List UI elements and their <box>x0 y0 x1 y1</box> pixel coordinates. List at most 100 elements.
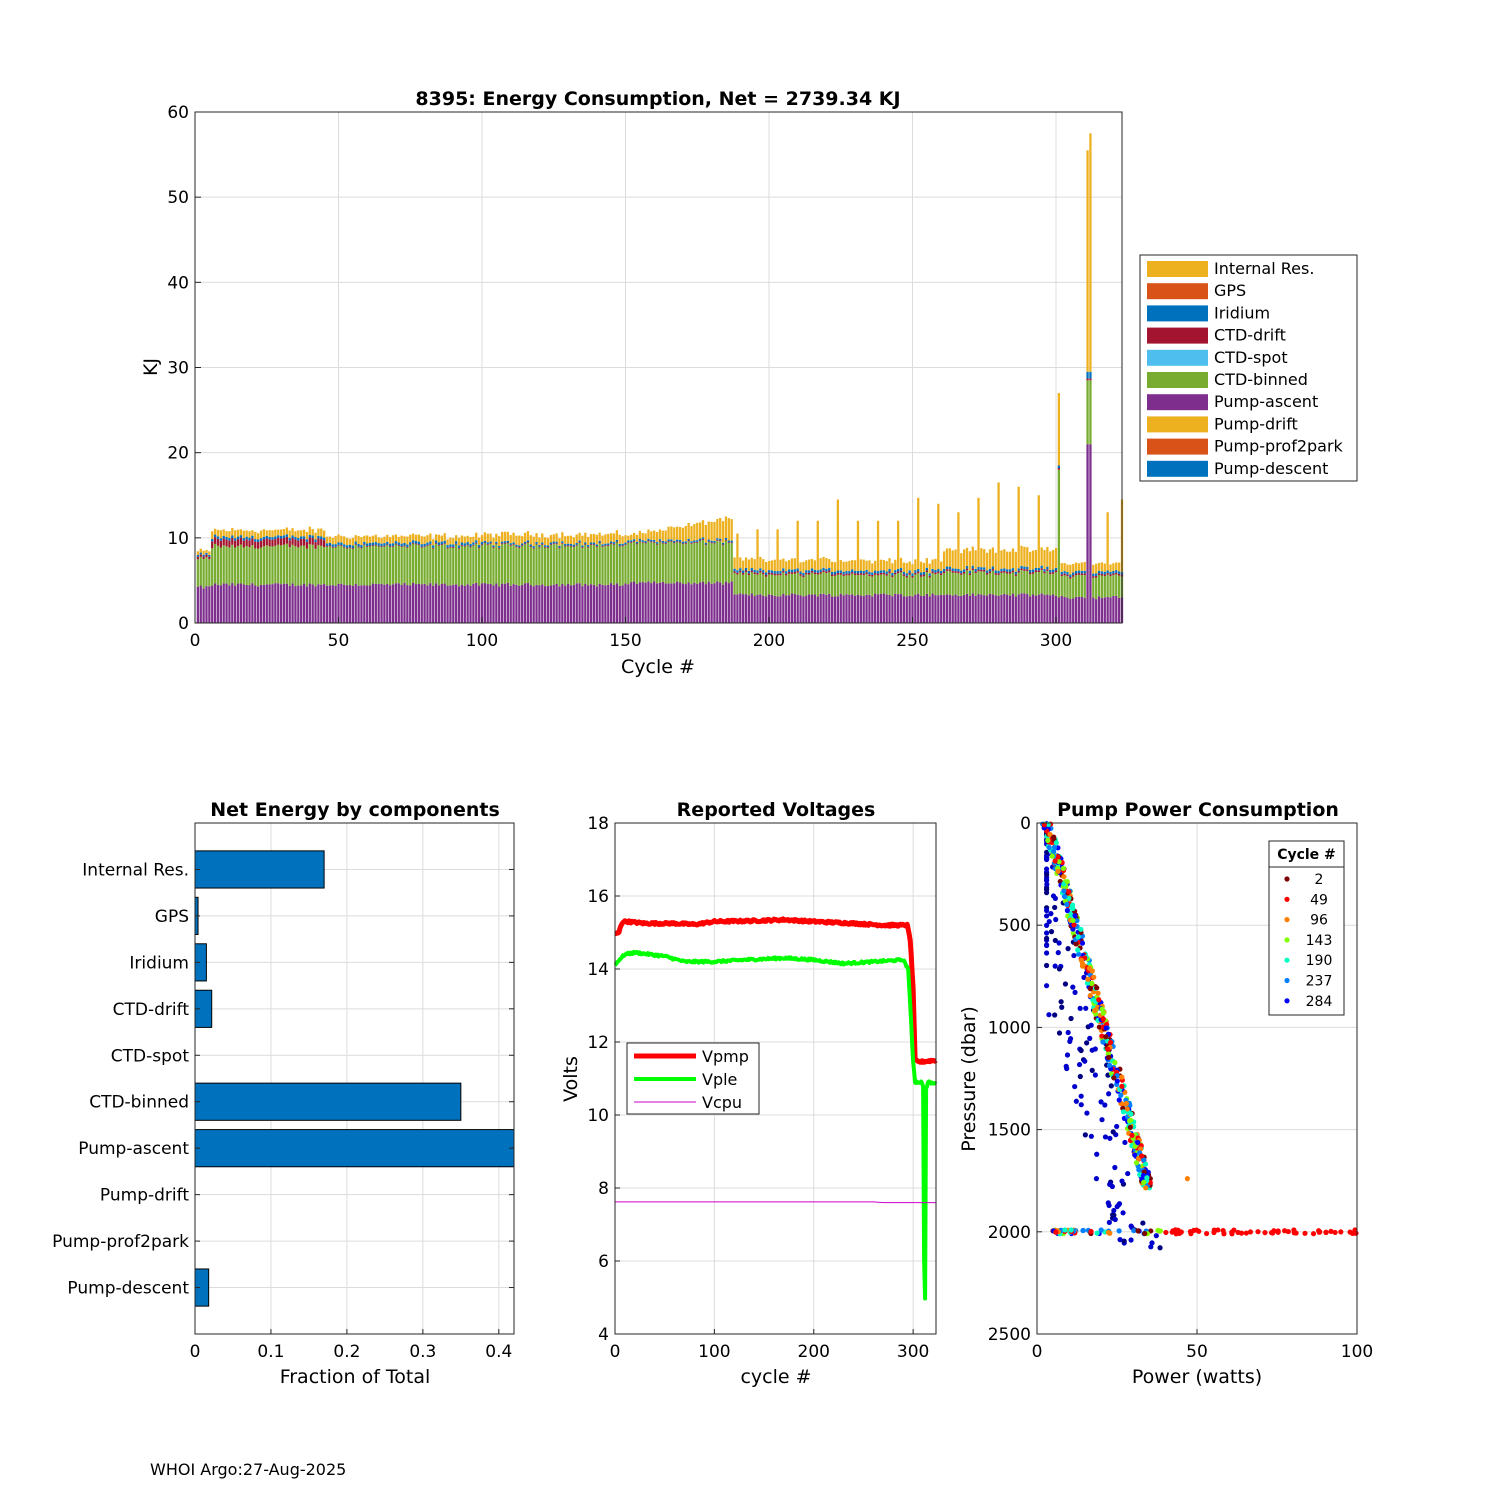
bar-segment <box>271 539 274 547</box>
bar-segment <box>647 529 650 539</box>
bar-segment <box>632 539 636 541</box>
bar-segment <box>684 543 687 585</box>
bar-segment <box>954 571 957 573</box>
bar-segment <box>991 566 994 570</box>
bar-segment <box>406 547 409 548</box>
bar-segment <box>429 543 432 545</box>
bar-segment <box>1040 569 1043 594</box>
bar-segment <box>940 561 943 571</box>
bar-segment <box>400 547 403 586</box>
bar-segment <box>1074 570 1078 574</box>
bar-segment <box>529 535 532 545</box>
bar-segment <box>707 542 710 582</box>
scatter-point <box>1070 917 1076 924</box>
scatter-point <box>1052 1012 1058 1018</box>
bar-segment <box>584 544 587 546</box>
bar-segment <box>216 545 220 585</box>
x-tick-label: 50 <box>328 631 350 651</box>
scatter-point <box>1157 1245 1163 1251</box>
bar-segment <box>251 545 254 584</box>
bar-segment <box>1115 562 1118 571</box>
bar-segment <box>463 536 466 544</box>
bar-segment <box>698 538 702 541</box>
bar-segment <box>211 541 214 549</box>
bar-segment <box>762 570 765 573</box>
bar-segment <box>618 543 621 546</box>
bar-segment <box>374 542 377 545</box>
bar-segment <box>698 541 702 583</box>
bar-segment <box>503 542 507 544</box>
bar-segment <box>495 583 498 623</box>
bar-segment <box>417 544 421 546</box>
bar-segment <box>1006 594 1009 623</box>
bar-segment <box>429 544 432 584</box>
scatter-point <box>1215 1227 1221 1233</box>
bar-segment <box>368 545 372 547</box>
scatter-point <box>1285 1228 1291 1235</box>
bar-segment <box>856 570 860 574</box>
bar-segment <box>1023 546 1026 567</box>
bar-segment <box>750 568 753 571</box>
bar-segment <box>696 583 699 623</box>
bar-segment <box>750 557 753 569</box>
bar-segment <box>690 526 693 542</box>
bar-segment <box>1097 575 1101 597</box>
bar-segment <box>457 548 461 587</box>
bar-segment <box>836 499 840 571</box>
bar-segment <box>1080 570 1083 574</box>
bar-segment <box>262 584 266 623</box>
bar-segment <box>940 575 943 595</box>
bar-segment <box>667 541 670 584</box>
x-tick-label: 250 <box>896 631 928 651</box>
bar-segment <box>604 545 607 547</box>
scatter-point <box>1131 1227 1137 1234</box>
bar-segment <box>808 594 811 623</box>
bar-segment <box>940 573 943 576</box>
bar-segment <box>518 535 521 546</box>
bar-segment <box>644 542 647 544</box>
bar-segment <box>549 535 553 543</box>
bar-segment <box>730 542 733 544</box>
bar-segment <box>871 572 874 575</box>
bar-segment <box>297 547 300 586</box>
bar-segment <box>704 584 708 623</box>
bar-segment <box>902 571 906 575</box>
bar-segment <box>254 541 257 549</box>
bar-segment <box>845 575 848 595</box>
scatter-point <box>1106 1219 1112 1226</box>
bar-segment <box>357 546 360 548</box>
bar-segment <box>701 581 705 623</box>
bar-segment <box>475 583 478 623</box>
bar-segment <box>340 535 343 543</box>
bar-segment <box>790 573 794 594</box>
bar-segment <box>1020 545 1023 566</box>
bar-segment <box>980 569 983 572</box>
bar-segment <box>587 585 590 623</box>
bar-segment <box>1077 574 1081 597</box>
bar-segment <box>1003 568 1006 571</box>
bar-segment <box>1011 568 1015 571</box>
bar-segment <box>213 528 217 535</box>
bar-segment <box>285 543 288 584</box>
bar-segment <box>1095 573 1098 576</box>
bar-segment <box>222 535 225 539</box>
scatter-point <box>1078 957 1085 963</box>
bar-segment <box>678 526 682 540</box>
bar-segment <box>1043 569 1046 572</box>
bar-segment <box>337 545 340 584</box>
bar-segment <box>653 581 656 623</box>
bar-segment <box>739 568 742 571</box>
bar-segment <box>658 540 662 542</box>
bar-segment <box>1014 574 1017 576</box>
bar-segment <box>894 559 897 571</box>
bar-segment <box>434 583 438 623</box>
bar-segment <box>374 583 377 623</box>
bar-segment <box>782 570 785 573</box>
bar-segment <box>810 570 814 573</box>
legend-box <box>1268 840 1345 1016</box>
bar-segment <box>876 520 880 572</box>
scatter-point <box>1053 1229 1059 1235</box>
